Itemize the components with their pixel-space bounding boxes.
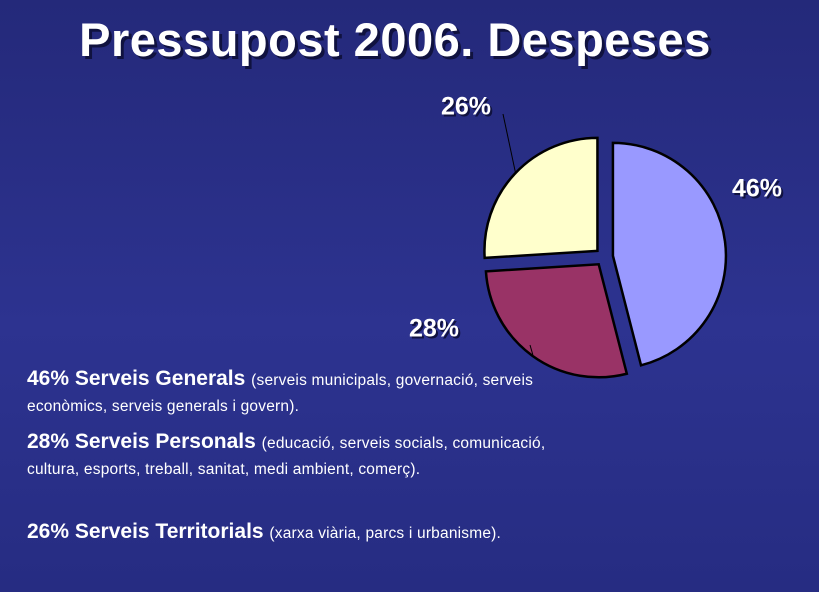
- legend-desc: (serveis municipals, governació, serveis…: [27, 372, 534, 415]
- leader-line: [502, 113, 517, 175]
- legend-head: 26% Serveis Territorials: [27, 520, 270, 543]
- legend-item-serveis-territorials: 26% Serveis Territorials (xarxa viària, …: [27, 519, 547, 547]
- pie-slice-serveis-territorials: [483, 136, 599, 260]
- page-title: Pressupost 2006. Despeses: [79, 13, 711, 66]
- data-label-26: 26%: [441, 93, 491, 121]
- pie-slice-serveis-personals: [484, 262, 629, 379]
- data-label-46: 46%: [732, 175, 782, 203]
- legend-item-serveis-generals: 46% Serveis Generals (serveis municipals…: [27, 366, 547, 420]
- legend-item-serveis-personals: 28% Serveis Personals (educació, serveis…: [27, 429, 547, 483]
- legend-desc: (xarxa viària, parcs i urbanisme).: [269, 525, 502, 542]
- data-label-28: 28%: [409, 315, 459, 343]
- pie-slice-serveis-generals: [611, 141, 728, 367]
- legend-head: 28% Serveis Personals: [27, 430, 262, 453]
- leader-line: [529, 344, 534, 356]
- legend-head: 46% Serveis Generals: [27, 367, 252, 390]
- leader-line: [723, 241, 727, 244]
- legend-desc: (educació, serveis socials, comunicació,…: [27, 435, 546, 478]
